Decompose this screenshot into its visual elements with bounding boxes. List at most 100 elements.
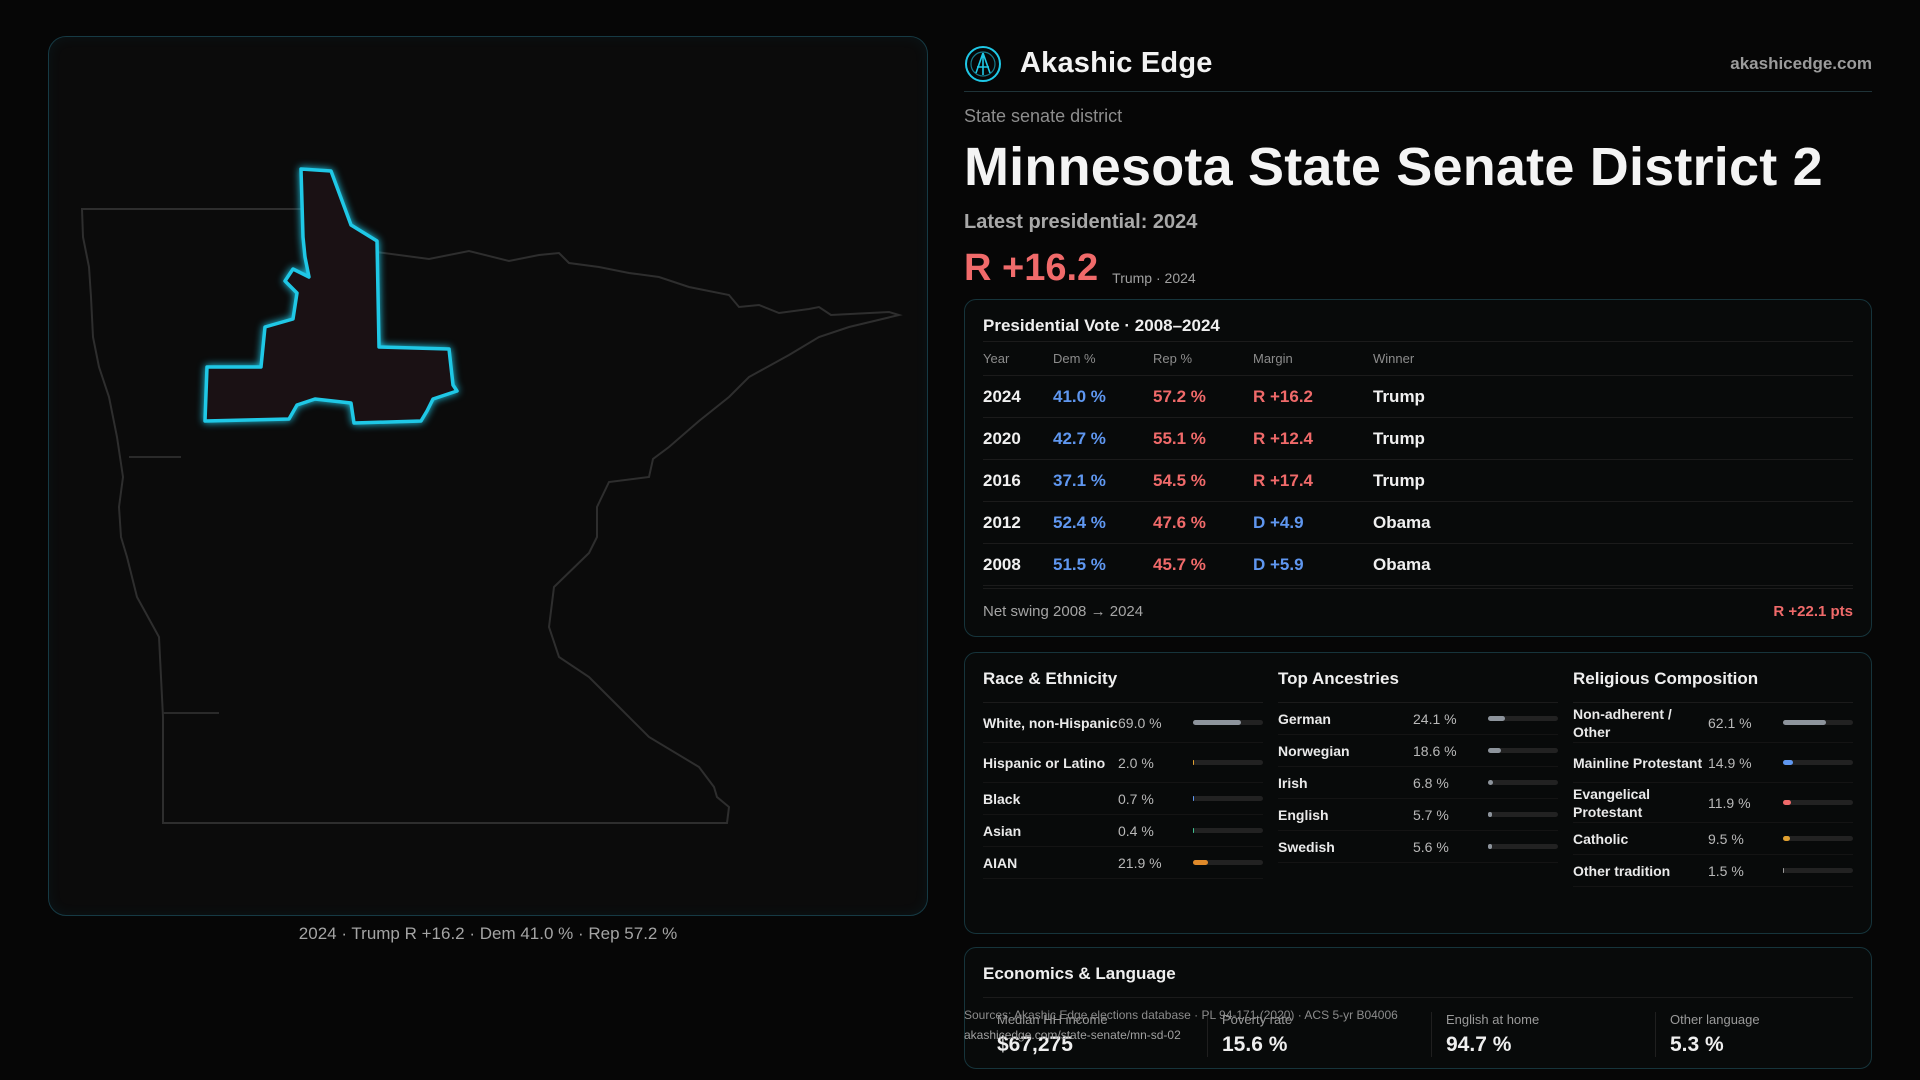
ancestry-row: German 24.1 %: [1278, 703, 1558, 735]
ancestry-bar: [1488, 844, 1558, 849]
vote-rep-pct: 47.6 %: [1153, 512, 1206, 532]
race-value: 69.0 %: [1118, 714, 1162, 731]
ancestry-label: Swedish: [1278, 838, 1335, 855]
brand-name[interactable]: Akashic Edge: [1020, 47, 1213, 79]
econ-value: 5.3 %: [1670, 1033, 1724, 1056]
headline-margin: R +16.2 Trump · 2024: [964, 244, 1872, 290]
religion-value: 11.9 %: [1708, 794, 1751, 811]
econ-median-income: Median HH income $67,275: [983, 1012, 1207, 1057]
race-label: AIAN: [983, 854, 1018, 871]
presidential-vote-card: Presidential Vote · 2008–2024 Year Dem %…: [964, 299, 1872, 637]
race-bar-fill: [1193, 760, 1195, 765]
econ-label: Other language: [1670, 1012, 1760, 1027]
race-bar-fill: [1193, 796, 1195, 801]
race-value: 0.4 %: [1118, 822, 1154, 839]
religion-row: Mainline Protestant 14.9 %: [1573, 743, 1853, 783]
race-row: Black 0.7 %: [983, 783, 1263, 815]
religion-value: 14.9 %: [1708, 754, 1752, 771]
state-outline: [80, 193, 903, 824]
race-row: White, non-Hispanic 69.0 %: [983, 703, 1263, 743]
religion-row: Catholic 9.5 %: [1573, 823, 1853, 855]
vote-row-2024: 2024 41.0 % 57.2 % R +16.2 Trump: [983, 376, 1853, 418]
vote-margin: D +5.9: [1253, 554, 1304, 574]
vote-dem-pct: 51.5 %: [1053, 554, 1106, 574]
brand-url-link[interactable]: akashicedge.com: [1730, 53, 1872, 73]
economics-title: Economics & Language: [983, 962, 1853, 998]
religion-row: Other tradition 1.5 %: [1573, 855, 1853, 887]
religion-section: Religious Composition Non-adherent / Oth…: [1573, 667, 1853, 933]
vote-margin: D +4.9: [1253, 512, 1304, 532]
religion-bar: [1783, 868, 1853, 873]
vote-dem-pct: 37.1 %: [1053, 470, 1106, 490]
econ-value: 15.6 %: [1222, 1033, 1288, 1056]
vote-year: 2020: [983, 428, 1021, 448]
vote-row-2012: 2012 52.4 % 47.6 % D +4.9 Obama: [983, 502, 1853, 544]
ancestry-bar: [1488, 716, 1558, 721]
religion-bar-fill: [1783, 868, 1785, 873]
religion-row: Evangelical Protestant 11.9 %: [1573, 783, 1853, 823]
religion-list: Non-adherent / Other 62.1 % Mainline Prote…: [1573, 703, 1853, 887]
demographics-card: Race & Ethnicity White, non-Hispanic 69.0…: [964, 652, 1872, 934]
vote-winner: Trump: [1373, 470, 1425, 490]
col-header-dem: Dem %: [1053, 351, 1096, 366]
race-bar-fill: [1193, 828, 1195, 833]
vote-dem-pct: 52.4 %: [1053, 512, 1106, 532]
religion-label: Catholic: [1573, 830, 1629, 847]
vote-rep-pct: 57.2 %: [1153, 386, 1206, 406]
district-highlight[interactable]: [203, 167, 459, 425]
race-ethnicity-list: White, non-Hispanic 69.0 % Hispanic or Lat…: [983, 703, 1263, 879]
religion-label: Non-adherent / Other: [1573, 705, 1672, 740]
source-url-link[interactable]: akashicedge.com/state-senate/mn-sd-02: [964, 1028, 1181, 1042]
col-header-rep: Rep %: [1153, 351, 1193, 366]
col-header-winner: Winner: [1373, 351, 1415, 366]
district-map-panel[interactable]: [48, 36, 928, 916]
vote-rep-pct: 45.7 %: [1153, 554, 1206, 574]
vote-winner: Trump: [1373, 386, 1425, 406]
vote-rep-pct: 55.1 %: [1153, 428, 1206, 448]
race-row: Hispanic or Latino 2.0 %: [983, 743, 1263, 783]
presidential-vote-title: Presidential Vote · 2008–2024: [983, 314, 1853, 342]
religion-title: Religious Composition: [1573, 667, 1853, 703]
religion-bar-fill: [1783, 800, 1792, 805]
econ-english-home: English at home 94.7 %: [1431, 1012, 1655, 1057]
vote-year: 2008: [983, 554, 1021, 574]
vote-margin: R +17.4: [1253, 470, 1314, 490]
ancestry-label: Norwegian: [1278, 742, 1350, 759]
religion-row: Non-adherent / Other 62.1 %: [1573, 703, 1853, 743]
econ-label: Median HH income: [997, 1012, 1108, 1027]
brand-logo-icon[interactable]: [964, 45, 1002, 83]
ancestry-value: 5.7 %: [1413, 806, 1449, 823]
econ-label: Poverty rate: [1222, 1012, 1293, 1027]
race-bar: [1193, 760, 1263, 765]
latest-presidential-label: Latest presidential: 2024: [964, 211, 1198, 233]
source-footer: Sources: Akashic Edge elections database…: [964, 1005, 1464, 1045]
ancestry-row: Irish 6.8 %: [1278, 767, 1558, 799]
net-swing-label: Net swing 2008 → 2024: [983, 603, 1144, 620]
ancestry-bar-fill: [1488, 844, 1492, 849]
race-value: 2.0 %: [1118, 754, 1154, 771]
ancestry-bar: [1488, 748, 1558, 753]
religion-label: Other tradition: [1573, 862, 1671, 879]
ancestry-section: Top Ancestries German 24.1 % Norwegian 18.6…: [1278, 667, 1558, 933]
ancestry-row: Norwegian 18.6 %: [1278, 735, 1558, 767]
economics-grid: Median HH income $67,275 Poverty rate 15…: [983, 1012, 1853, 1057]
ancestry-label: German: [1278, 710, 1331, 727]
race-ethnicity-section: Race & Ethnicity White, non-Hispanic 69.0…: [983, 667, 1263, 933]
source-text: Sources: Akashic Edge elections database…: [964, 1008, 1398, 1022]
religion-bar-fill: [1783, 760, 1794, 765]
vote-year: 2016: [983, 470, 1021, 490]
district-map[interactable]: [49, 37, 929, 917]
ancestry-value: 5.6 %: [1413, 838, 1449, 855]
vote-table-body: 2024 41.0 % 57.2 % R +16.2 Trump 2020 42.7 % 55…: [983, 376, 1853, 586]
ancestry-bar-fill: [1488, 716, 1505, 721]
ancestry-label: Irish: [1278, 774, 1308, 791]
race-value: 21.9 %: [1118, 854, 1162, 871]
ancestry-row: Swedish 5.6 %: [1278, 831, 1558, 863]
vote-row-2020: 2020 42.7 % 55.1 % R +12.4 Trump: [983, 418, 1853, 460]
vote-margin: R +12.4: [1253, 428, 1314, 448]
ancestry-value: 6.8 %: [1413, 774, 1449, 791]
headline-margin-sub: Trump · 2024: [1112, 270, 1196, 286]
race-bar: [1193, 828, 1263, 833]
ancestry-title: Top Ancestries: [1278, 667, 1558, 703]
vote-year: 2024: [983, 386, 1021, 406]
